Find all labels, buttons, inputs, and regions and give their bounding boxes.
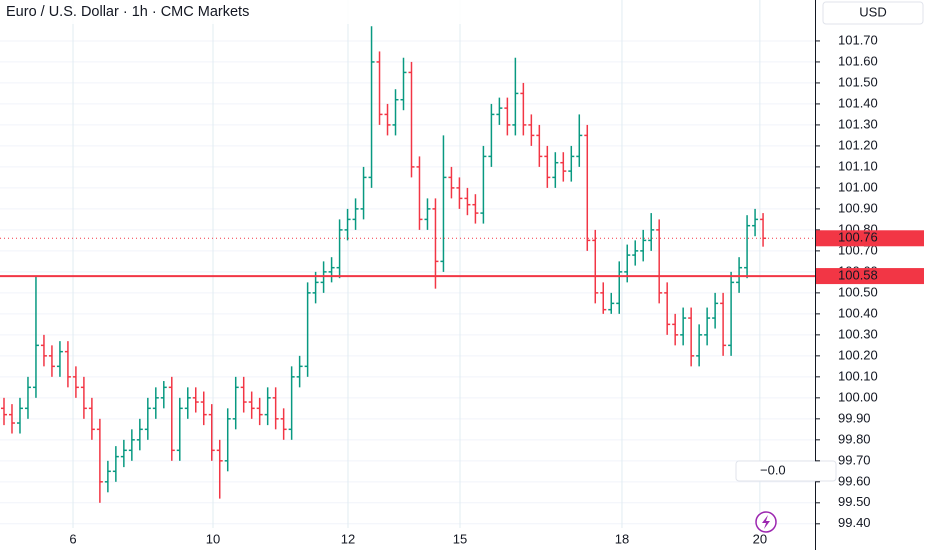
- y-tick-label: 99.70: [838, 452, 871, 467]
- x-tick-label: 12: [341, 531, 355, 546]
- indicator-label: −0.0: [760, 462, 786, 477]
- y-tick-label: 100.40: [838, 305, 878, 320]
- y-tick-label: 100.00: [838, 389, 878, 404]
- currency-button[interactable]: [822, 1, 924, 25]
- y-tick-label: 100.90: [838, 200, 878, 215]
- y-tick-label: 99.60: [838, 473, 871, 488]
- y-tick-label: 99.90: [838, 410, 871, 425]
- y-tick-label: 100.10: [838, 368, 878, 383]
- y-tick-label: 101.50: [838, 74, 878, 89]
- x-tick-label: 18: [615, 531, 629, 546]
- y-tick-label: 101.60: [838, 53, 878, 68]
- price-badge: [816, 268, 924, 285]
- y-tick-label: 101.40: [838, 95, 878, 110]
- chart-title: Euro / U.S. Dollar · 1h · CMC Markets: [6, 4, 249, 20]
- currency[interactable]: USD: [859, 4, 886, 19]
- x-tick-label: 6: [69, 531, 76, 546]
- y-tick-label: 101.00: [838, 179, 878, 194]
- lightning-icon: [762, 515, 770, 529]
- y-tick-label: 99.80: [838, 431, 871, 446]
- y-tick-label: 99.50: [838, 494, 871, 509]
- y-tick-label: 100.20: [838, 347, 878, 362]
- x-tick-label: 20: [753, 531, 767, 546]
- y-tick-label: 101.10: [838, 158, 878, 173]
- y-tick-label: 101.70: [838, 32, 878, 47]
- price-badge-label: 100.76: [838, 230, 878, 245]
- x-tick-label: 15: [453, 531, 467, 546]
- y-tick-label: 101.30: [838, 116, 878, 131]
- bars: [0, 26, 767, 503]
- y-tick-label: 100.50: [838, 284, 878, 299]
- price-badge-label: 100.58: [838, 268, 878, 283]
- grid: [0, 0, 815, 528]
- y-tick-label: 101.20: [838, 137, 878, 152]
- y-tick-label: 100.30: [838, 326, 878, 341]
- price-badge: [816, 230, 924, 247]
- x-tick-label: 10: [206, 531, 220, 546]
- title-backdrop: [0, 0, 510, 24]
- y-tick-label: 99.40: [838, 515, 871, 530]
- indicator-box: [735, 460, 837, 482]
